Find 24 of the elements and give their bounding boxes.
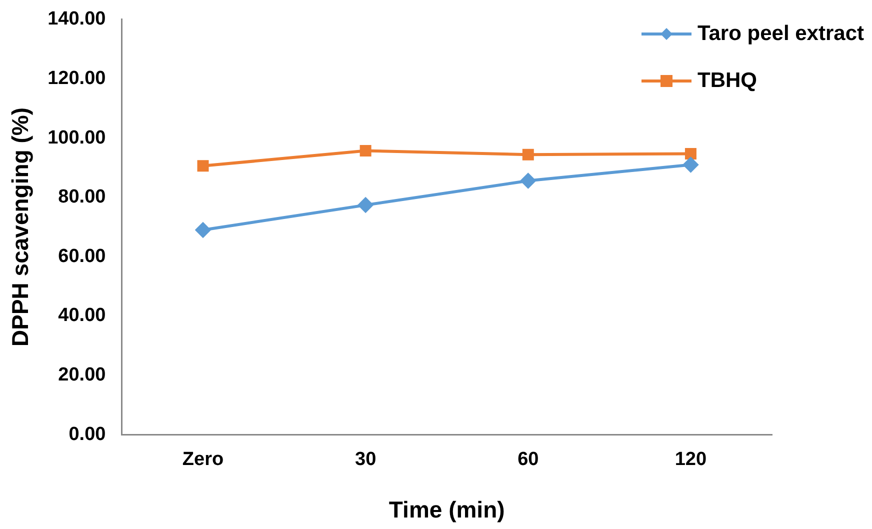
point <box>360 145 372 157</box>
y-tick-label: 140.00 <box>48 8 106 30</box>
x-tick-label: 60 <box>518 449 539 470</box>
legend-label: TBHQ <box>697 68 757 92</box>
y-axis-title: DPPH scavenging (%) <box>7 108 34 346</box>
y-tick-label: 20.00 <box>58 364 106 386</box>
point <box>196 222 210 238</box>
y-tick-label: 0.00 <box>68 424 106 445</box>
point <box>683 157 698 172</box>
y-tick-label: 60.00 <box>58 246 106 267</box>
y-tick-label: 80.00 <box>58 186 106 208</box>
point <box>197 160 209 172</box>
x-tick-label: 30 <box>355 449 376 470</box>
y-tick-label: 120.00 <box>48 68 106 89</box>
point <box>358 198 374 213</box>
x-tick-label: 120 <box>674 449 707 470</box>
point <box>520 173 536 188</box>
point <box>684 148 696 160</box>
x-tick-label: Zero <box>182 449 224 470</box>
x-axis-title: Time (min) <box>388 496 505 523</box>
point <box>522 148 534 160</box>
legend-label: Taro peel extract <box>697 22 864 45</box>
y-tick-label: 100.00 <box>48 127 106 148</box>
y-tick-label: 40.00 <box>58 305 106 326</box>
